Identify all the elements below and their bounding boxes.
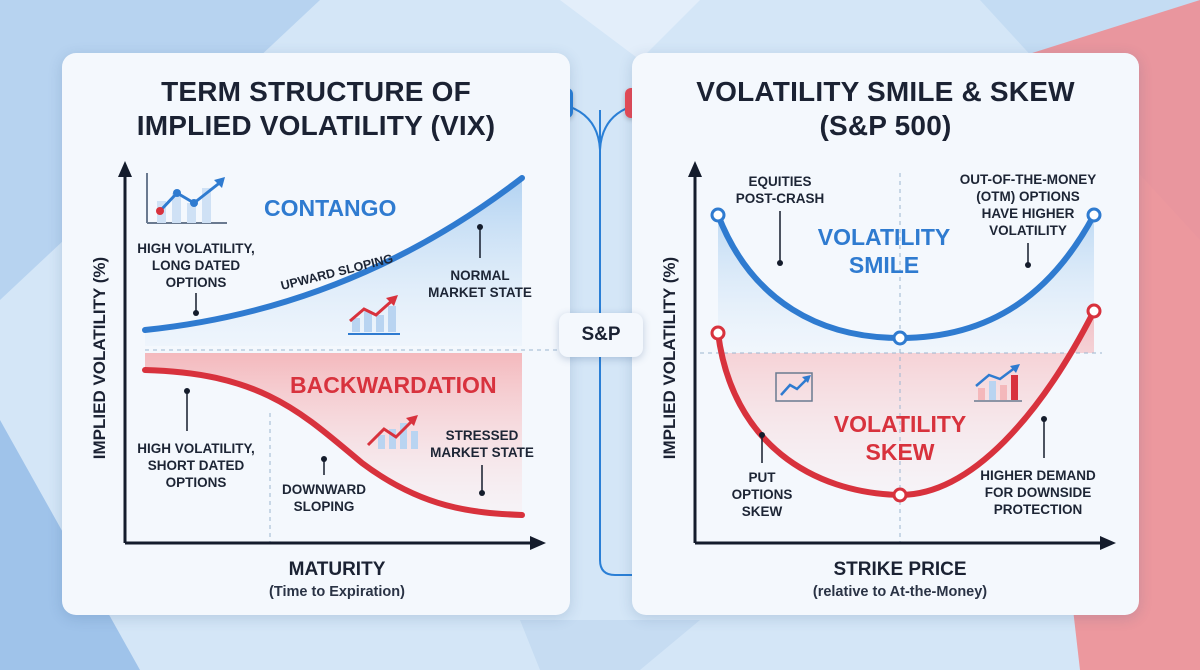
backwardation-note-right-line2: MARKET STATE	[430, 445, 534, 460]
backwardation-note-left: HIGH VOLATILITY, SHORT DATED OPTIONS	[137, 388, 255, 490]
smile-note-left-line1: EQUITIES	[748, 174, 811, 189]
right-x-axis-sublabel: (relative to At-the-Money)	[813, 584, 987, 600]
skew-note-left-line2: OPTIONS	[732, 487, 793, 502]
sp-center-badge: S&P	[559, 313, 643, 357]
smile-note-left: EQUITIES POST-CRASH	[736, 174, 825, 266]
left-panel-title: TERM STRUCTURE OF IMPLIED VOLATILITY (VI…	[62, 75, 570, 143]
skew-heading-line2: SKEW	[866, 439, 935, 465]
smile-heading-line2: SMILE	[849, 252, 919, 278]
skew-heading-line1: VOLATILITY	[834, 411, 966, 437]
backwardation-fill	[145, 353, 522, 515]
smile-skew-panel: VOLATILITY SMILE & SKEW (S&P 500)	[632, 53, 1139, 615]
backwardation-note-mid-line2: SLOPING	[294, 499, 355, 514]
bar-chart-icon	[974, 364, 1022, 402]
bar-growth-icon	[348, 295, 400, 335]
skew-note-right: HIGHER DEMAND FOR DOWNSIDE PROTECTION	[980, 416, 1096, 517]
skew-fill	[718, 311, 1094, 495]
left-x-axis-label: MATURITY	[289, 559, 386, 580]
smile-note-left-line2: POST-CRASH	[736, 191, 825, 206]
backwardation-note-left-line2: SHORT DATED	[148, 458, 245, 473]
right-panel-title: VOLATILITY SMILE & SKEW (S&P 500)	[632, 75, 1139, 143]
smile-note-right-line4: VOLATILITY	[989, 223, 1067, 238]
contango-note-left: HIGH VOLATILITY, LONG DATED OPTIONS	[137, 241, 255, 316]
smile-note-right: OUT-OF-THE-MONEY (OTM) OPTIONS HAVE HIGH…	[960, 172, 1097, 268]
contango-fill	[145, 178, 522, 346]
smile-note-right-line3: HAVE HIGHER	[982, 206, 1075, 221]
smile-note-right-line2: (OTM) OPTIONS	[976, 189, 1080, 204]
contango-note-left-line2: LONG DATED	[152, 258, 240, 273]
skew-note-left: PUT OPTIONS SKEW	[732, 432, 793, 519]
skew-note-left-line1: PUT	[749, 470, 777, 485]
chart-growth-icon	[146, 173, 227, 224]
left-x-axis-sublabel: (Time to Expiration)	[269, 584, 405, 600]
right-x-axis-label: STRIKE PRICE	[833, 559, 966, 580]
contango-note-right: NORMAL MARKET STATE	[428, 224, 532, 300]
term-structure-diagram: IMPLIED VOLATILITY (%) MATURITY (Time to…	[90, 161, 562, 600]
bar-trend-icon	[366, 415, 418, 449]
right-title-line1: VOLATILITY SMILE & SKEW	[696, 76, 1075, 107]
skew-note-right-line3: PROTECTION	[994, 502, 1083, 517]
left-y-axis-label: IMPLIED VOLATILITY (%)	[90, 257, 109, 459]
contango-note-right-line1: NORMAL	[450, 268, 509, 283]
skew-note-left-line3: SKEW	[742, 504, 783, 519]
left-title-line2: IMPLIED VOLATILITY (VIX)	[136, 110, 496, 141]
contango-heading: CONTANGO	[264, 195, 396, 221]
right-y-axis-label: IMPLIED VOLATILITY (%)	[660, 257, 679, 459]
smile-skew-diagram: IMPLIED VOLATILITY (%) STRIKE PRICE (rel…	[660, 161, 1116, 600]
smile-heading-line1: VOLATILITY	[818, 224, 950, 250]
backwardation-heading: BACKWARDATION	[290, 372, 497, 398]
contango-note-left-line3: OPTIONS	[166, 275, 227, 290]
right-title-line2: (S&P 500)	[819, 110, 952, 141]
skew-note-right-line2: FOR DOWNSIDE	[985, 485, 1092, 500]
trend-line-icon	[775, 372, 813, 402]
backwardation-note-left-line3: OPTIONS	[166, 475, 227, 490]
skew-note-right-line1: HIGHER DEMAND	[980, 468, 1096, 483]
left-title-line1: TERM STRUCTURE OF	[161, 76, 471, 107]
backwardation-note-mid: DOWNWARD SLOPING	[282, 456, 366, 514]
smile-fill	[718, 215, 1094, 353]
backwardation-note-left-line1: HIGH VOLATILITY,	[137, 441, 255, 456]
backwardation-note-right: STRESSED MARKET STATE	[430, 428, 534, 496]
contango-curve	[142, 175, 525, 333]
smile-note-right-line1: OUT-OF-THE-MONEY	[960, 172, 1097, 187]
term-structure-panel: TERM STRUCTURE OF IMPLIED VOLATILITY (VI…	[62, 53, 570, 615]
backwardation-note-right-line1: STRESSED	[446, 428, 519, 443]
contango-note-right-line2: MARKET STATE	[428, 285, 532, 300]
contango-note-left-line1: HIGH VOLATILITY,	[137, 241, 255, 256]
backwardation-note-mid-line1: DOWNWARD	[282, 482, 366, 497]
backwardation-curve	[142, 367, 525, 518]
